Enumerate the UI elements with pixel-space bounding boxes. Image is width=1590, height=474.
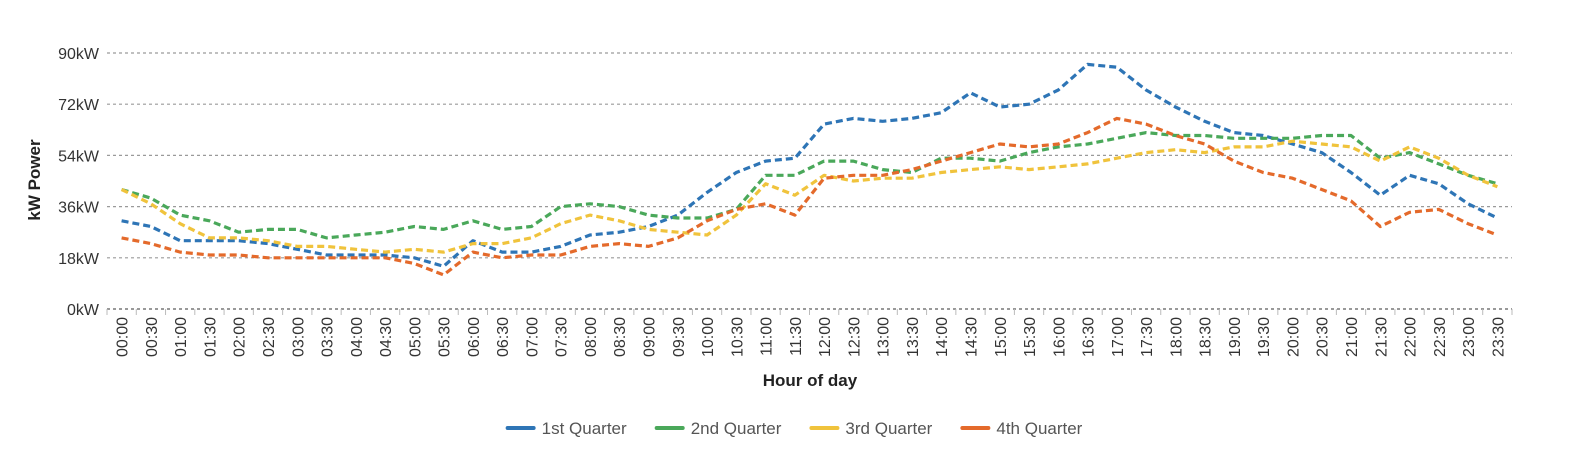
x-tick-label: 01:00	[173, 317, 190, 357]
x-tick-label: 13:00	[876, 317, 893, 357]
x-tick-label: 17:00	[1110, 317, 1127, 357]
x-tick-label: 06:00	[466, 317, 483, 357]
x-axis-title: Hour of day	[763, 371, 858, 390]
series-line-1st-quarter	[121, 62, 1499, 268]
x-tick-label: 21:30	[1373, 317, 1390, 357]
x-tick-label: 07:30	[554, 317, 571, 357]
x-tick-label: 00:30	[144, 317, 161, 357]
x-tick-label: 10:00	[700, 317, 717, 357]
y-tick-label: 36kW	[58, 200, 100, 217]
y-tick-label: 0kW	[67, 302, 100, 319]
x-tick-label: 03:30	[320, 317, 337, 357]
y-tick-label: 54kW	[58, 148, 100, 165]
legend-label: 3rd Quarter	[845, 419, 932, 438]
legend-item-2nd-quarter[interactable]: 2nd Quarter	[654, 419, 782, 438]
x-tick-label: 15:30	[1022, 317, 1039, 357]
x-tick-label: 15:00	[993, 317, 1010, 357]
y-tick-label: 18kW	[58, 251, 100, 268]
x-tick-label: 12:30	[846, 317, 863, 357]
x-tick-label: 06:30	[495, 317, 512, 357]
x-tick-label: 00:00	[115, 317, 132, 357]
x-tick-label: 17:30	[1139, 317, 1156, 357]
x-tick-label: 21:00	[1344, 317, 1361, 357]
x-tick-label: 03:00	[290, 317, 307, 357]
x-tick-label: 23:00	[1461, 317, 1478, 357]
x-tick-label: 22:00	[1403, 317, 1420, 357]
y-tick-label: 90kW	[58, 46, 100, 63]
x-tick-label: 20:00	[1285, 317, 1302, 357]
x-tick-label: 19:30	[1256, 317, 1273, 357]
y-tick-label: 72kW	[58, 97, 100, 114]
series-lines	[120, 62, 1499, 277]
legend-label: 4th Quarter	[996, 419, 1082, 438]
legend-item-4th-quarter[interactable]: 4th Quarter	[960, 419, 1083, 438]
x-tick-label: 16:00	[1051, 317, 1068, 357]
y-axis-title: kW Power	[25, 139, 44, 221]
x-tick-label: 18:30	[1198, 317, 1215, 357]
x-tick-label: 11:00	[759, 317, 776, 356]
x-tick-label: 07:00	[524, 317, 541, 357]
x-tick-label: 18:00	[1168, 317, 1185, 357]
x-tick-label: 22:30	[1432, 317, 1449, 357]
series-line-2nd-quarter	[121, 131, 1498, 240]
x-tick-label: 23:30	[1490, 317, 1507, 357]
legend-label: 2nd Quarter	[691, 419, 782, 438]
y-axis-ticks: 0kW 18kW 36kW 54kW 72kW 90kW	[58, 46, 100, 319]
x-tick-label: 09:30	[671, 317, 688, 357]
x-tick-label: 16:30	[1081, 317, 1098, 357]
x-tick-label: 08:30	[612, 317, 629, 357]
x-tick-label: 20:30	[1315, 317, 1332, 357]
x-tick-label: 08:00	[583, 317, 600, 357]
series-line-3rd-quarter	[120, 139, 1498, 254]
x-axis: 00:00 00:30 01:00 01:30 02:00 02:30 03:00 03:30…	[106, 309, 1513, 357]
x-tick-label: 19:00	[1227, 317, 1244, 357]
x-tick-label: 14:00	[934, 317, 951, 357]
x-tick-label: 12:00	[817, 317, 834, 357]
legend-label: 1st Quarter	[542, 419, 627, 438]
x-tick-label: 10:30	[729, 317, 746, 357]
x-tick-label: 05:30	[437, 317, 454, 357]
x-tick-label: 05:00	[407, 317, 424, 357]
x-tick-label: 13:30	[905, 317, 922, 357]
x-tick-label: 09:00	[642, 317, 659, 357]
legend-item-3rd-quarter[interactable]: 3rd Quarter	[809, 419, 933, 438]
x-tick-label: 04:00	[349, 317, 366, 357]
x-tick-label: 11:30	[788, 317, 805, 356]
x-tick-label: 04:30	[378, 317, 395, 357]
x-tick-label: 14:30	[963, 317, 980, 357]
x-tick-label: 01:30	[202, 317, 219, 357]
legend-item-1st-quarter[interactable]: 1st Quarter	[505, 419, 627, 438]
legend: 1st Quarter 2nd Quarter 3rd Quarter 4th Qua…	[505, 419, 1083, 438]
x-tick-label: 02:00	[232, 317, 249, 357]
series-line-4th-quarter	[121, 116, 1498, 277]
x-tick-label: 02:30	[261, 317, 278, 357]
